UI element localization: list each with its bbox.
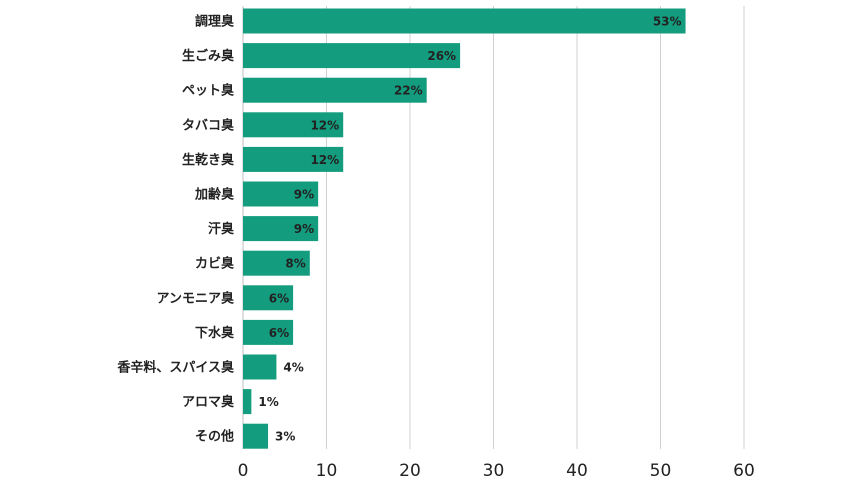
category-label: 下水臭 [195,325,234,341]
bar [243,43,461,69]
bar [243,389,252,415]
value-label: 4% [283,361,303,375]
x-tick-label: 20 [399,461,421,480]
category-label: カビ臭 [195,256,234,272]
category-label: 汗臭 [208,221,234,237]
x-tick-label: 10 [316,461,338,480]
category-label: 加齢臭 [194,187,234,203]
category-label: アロマ臭 [182,394,234,410]
bars [243,8,686,449]
x-tick-label: 40 [566,461,588,480]
bar [243,250,310,276]
value-label: 9% [294,188,314,202]
bar [243,423,269,449]
value-label: 3% [275,430,295,444]
bar [243,319,294,345]
value-label: 12% [310,153,339,167]
value-label: 12% [310,118,339,132]
bar [243,285,294,311]
x-tick-label: 50 [650,461,672,480]
bar [243,8,686,34]
value-label: 6% [269,326,289,340]
category-label: その他 [195,429,234,445]
category-label: ペット臭 [182,83,234,99]
bar [243,77,427,103]
value-label: 1% [258,395,278,409]
x-axis-ticks: 0 10 20 30 40 50 60 [238,461,755,480]
bar [243,146,344,172]
value-label: 6% [269,291,289,305]
category-labels: 調理臭生ごみ臭ペット臭タバコ臭生乾き臭加齢臭汗臭カビ臭アンモニア臭下水臭香辛料、… [116,14,234,445]
category-label: アンモニア臭 [157,290,234,306]
value-label: 26% [427,49,456,63]
value-labels: 53% 26% 22% 12% 12% 9% 9% 8% 6% 6% 4% 1% 3% [258,15,681,444]
bar [243,181,319,207]
x-tick-label: 60 [733,461,755,480]
value-label: 8% [285,257,305,271]
category-label: 調理臭 [195,14,234,30]
category-label: 生乾き臭 [182,152,234,168]
value-label: 53% [653,15,682,29]
bar [243,216,319,242]
bar [243,112,344,138]
category-label: タバコ臭 [182,117,234,133]
value-label: 22% [394,84,423,98]
x-tick-label: 30 [483,461,505,480]
value-label: 9% [294,222,314,236]
category-label: 生ごみ臭 [182,48,234,64]
category-label: 香辛料、スパイス臭 [116,360,234,376]
x-tick-label: 0 [238,461,249,480]
bar [243,354,277,380]
